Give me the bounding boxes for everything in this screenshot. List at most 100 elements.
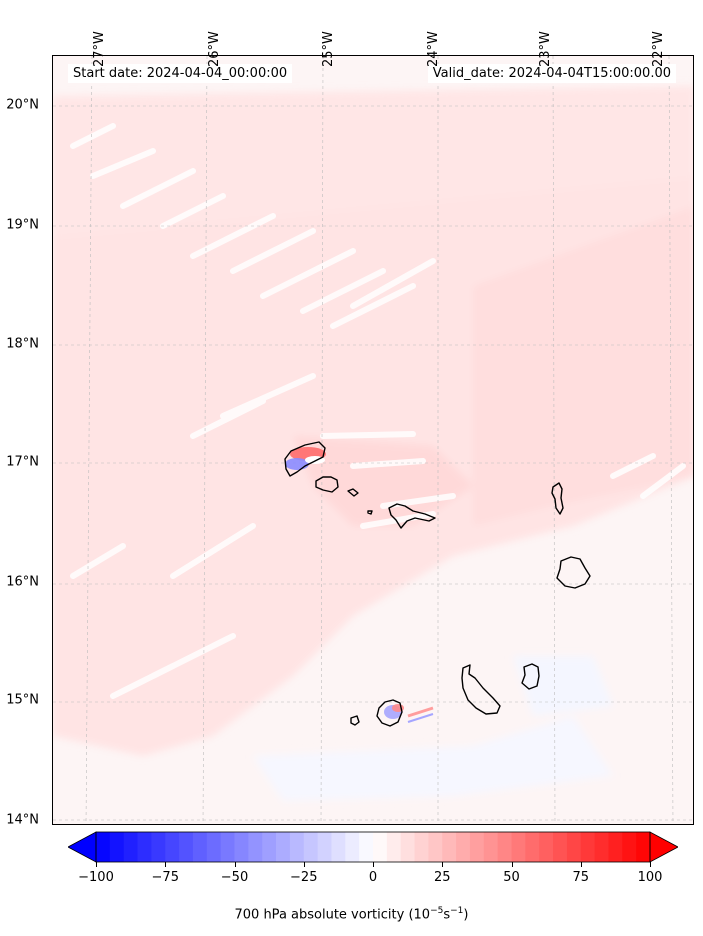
positive-vorticity-band <box>293 436 473 526</box>
colorbar-segment <box>192 832 208 862</box>
colorbar-segment <box>594 832 609 862</box>
colorbar-segment <box>303 832 319 862</box>
colorbar-segment <box>262 832 277 862</box>
colorbar-segment <box>96 832 111 862</box>
colorbar-segment <box>123 832 139 862</box>
colorbar-segment <box>386 832 402 862</box>
colorbar-tick-label: 50 <box>503 870 520 885</box>
colorbar-segment <box>400 832 416 862</box>
island-santo-antao <box>284 441 326 477</box>
positive-vorticity-band <box>473 206 693 526</box>
colorbar-segment <box>109 832 125 862</box>
colorbar-tick-label: −25 <box>290 870 318 885</box>
longitude-label: 22°W <box>651 31 666 67</box>
longitude-label: 25°W <box>321 31 336 67</box>
island-sal <box>551 482 564 515</box>
colorbar-tick <box>650 862 651 867</box>
latitude-label: 17°N <box>6 454 39 470</box>
colorbar-segment <box>539 832 554 862</box>
colorbar-label-mid: s <box>443 907 451 923</box>
colorbar-segment <box>234 832 249 862</box>
colorbar-extend-min <box>67 831 97 863</box>
colorbar-segment <box>345 832 360 862</box>
colorbar-segment <box>456 832 471 862</box>
negative-vorticity-patch <box>253 716 613 801</box>
colorbar-segment <box>511 832 526 862</box>
colorbar-segment <box>483 832 499 862</box>
coastlines <box>284 441 591 727</box>
island-maio <box>521 663 540 690</box>
colorbar-segment <box>151 832 166 862</box>
colorbar-segment <box>206 832 222 862</box>
colorbar-segment <box>608 832 623 862</box>
colorbar-label-end: ) <box>463 907 469 923</box>
island-boa-vista <box>556 556 591 589</box>
latitude-label: 15°N <box>6 692 39 708</box>
colorbar-segment <box>442 832 457 862</box>
island-sao-nicolau <box>388 503 436 529</box>
colorbar-ticks: −100 −75 −50 −25 0 25 50 75 100 <box>0 862 703 892</box>
colorbar-segment <box>248 832 263 862</box>
colorbar <box>67 831 679 863</box>
colorbar-segment <box>373 832 388 862</box>
longitude-label: 27°W <box>92 31 107 67</box>
colorbar-tick <box>303 862 305 867</box>
colorbar-segment <box>331 832 346 862</box>
island-brava <box>350 715 360 726</box>
colorbar-segment <box>553 832 568 862</box>
colorbar-segment <box>622 832 637 862</box>
latitude-label: 20°N <box>6 97 39 113</box>
latitude-label: 14°N <box>6 812 39 828</box>
colorbar-tick-label: 25 <box>433 870 451 885</box>
colorbar-tick <box>511 862 513 867</box>
island-santiago <box>461 664 501 715</box>
island-santa-luzia <box>347 488 359 497</box>
colorbar-segments <box>96 832 651 862</box>
colorbar-segment <box>414 832 429 862</box>
colorbar-segment <box>469 832 485 862</box>
colorbar-segment <box>289 832 305 862</box>
colorbar-segment <box>317 832 332 862</box>
colorbar-tick-label: 100 <box>637 870 663 885</box>
latitude-label: 19°N <box>6 217 39 233</box>
colorbar-segment <box>566 832 582 862</box>
colorbar-tick <box>165 862 167 867</box>
colorbar-segment <box>525 832 540 862</box>
island-branco <box>367 510 373 515</box>
colorbar-segment <box>165 832 180 862</box>
island-vorticity <box>285 447 434 723</box>
colorbar-tick <box>580 862 582 867</box>
latitude-label: 16°N <box>6 574 39 590</box>
colorbar-tick-label: 0 <box>368 870 378 885</box>
colorbar-segment <box>276 832 291 862</box>
colorbar-segment <box>428 832 443 862</box>
colorbar-label-exp1: −5 <box>430 906 444 916</box>
island-sao-vicente <box>315 476 339 493</box>
longitude-label: 26°W <box>207 31 222 67</box>
colorbar-tick <box>373 862 374 867</box>
colorbar-segment <box>636 832 651 862</box>
vorticity-map <box>53 56 693 824</box>
colorbar-segment <box>137 832 152 862</box>
colorbar-tick <box>234 862 236 867</box>
colorbar-segment <box>497 832 512 862</box>
colorbar-tick <box>442 862 444 867</box>
colorbar-extend-max <box>649 831 679 863</box>
gridlines <box>53 56 693 824</box>
colorbar-tick-label: −50 <box>220 870 249 885</box>
colorbar-segment <box>179 832 194 862</box>
colorbar-tick-label: −75 <box>151 870 179 885</box>
colorbar-segment <box>359 832 374 862</box>
colorbar-label-base: 700 hPa absolute vorticity (10 <box>234 907 431 923</box>
longitude-label: 24°W <box>426 31 441 67</box>
colorbar-label: 700 hPa absolute vorticity (10−5s−1) <box>0 906 703 922</box>
longitude-label: 23°W <box>538 31 553 67</box>
colorbar-tick <box>96 862 97 867</box>
field-streaks <box>70 123 686 699</box>
colorbar-tick-label: −100 <box>78 870 114 885</box>
colorbar-segment <box>220 832 235 862</box>
latitude-label: 18°N <box>6 336 39 352</box>
colorbar-segment <box>580 832 596 862</box>
map-panel: Start date: 2024-04-04_00:00:00 Valid_da… <box>52 55 694 825</box>
island-fogo <box>376 699 403 727</box>
